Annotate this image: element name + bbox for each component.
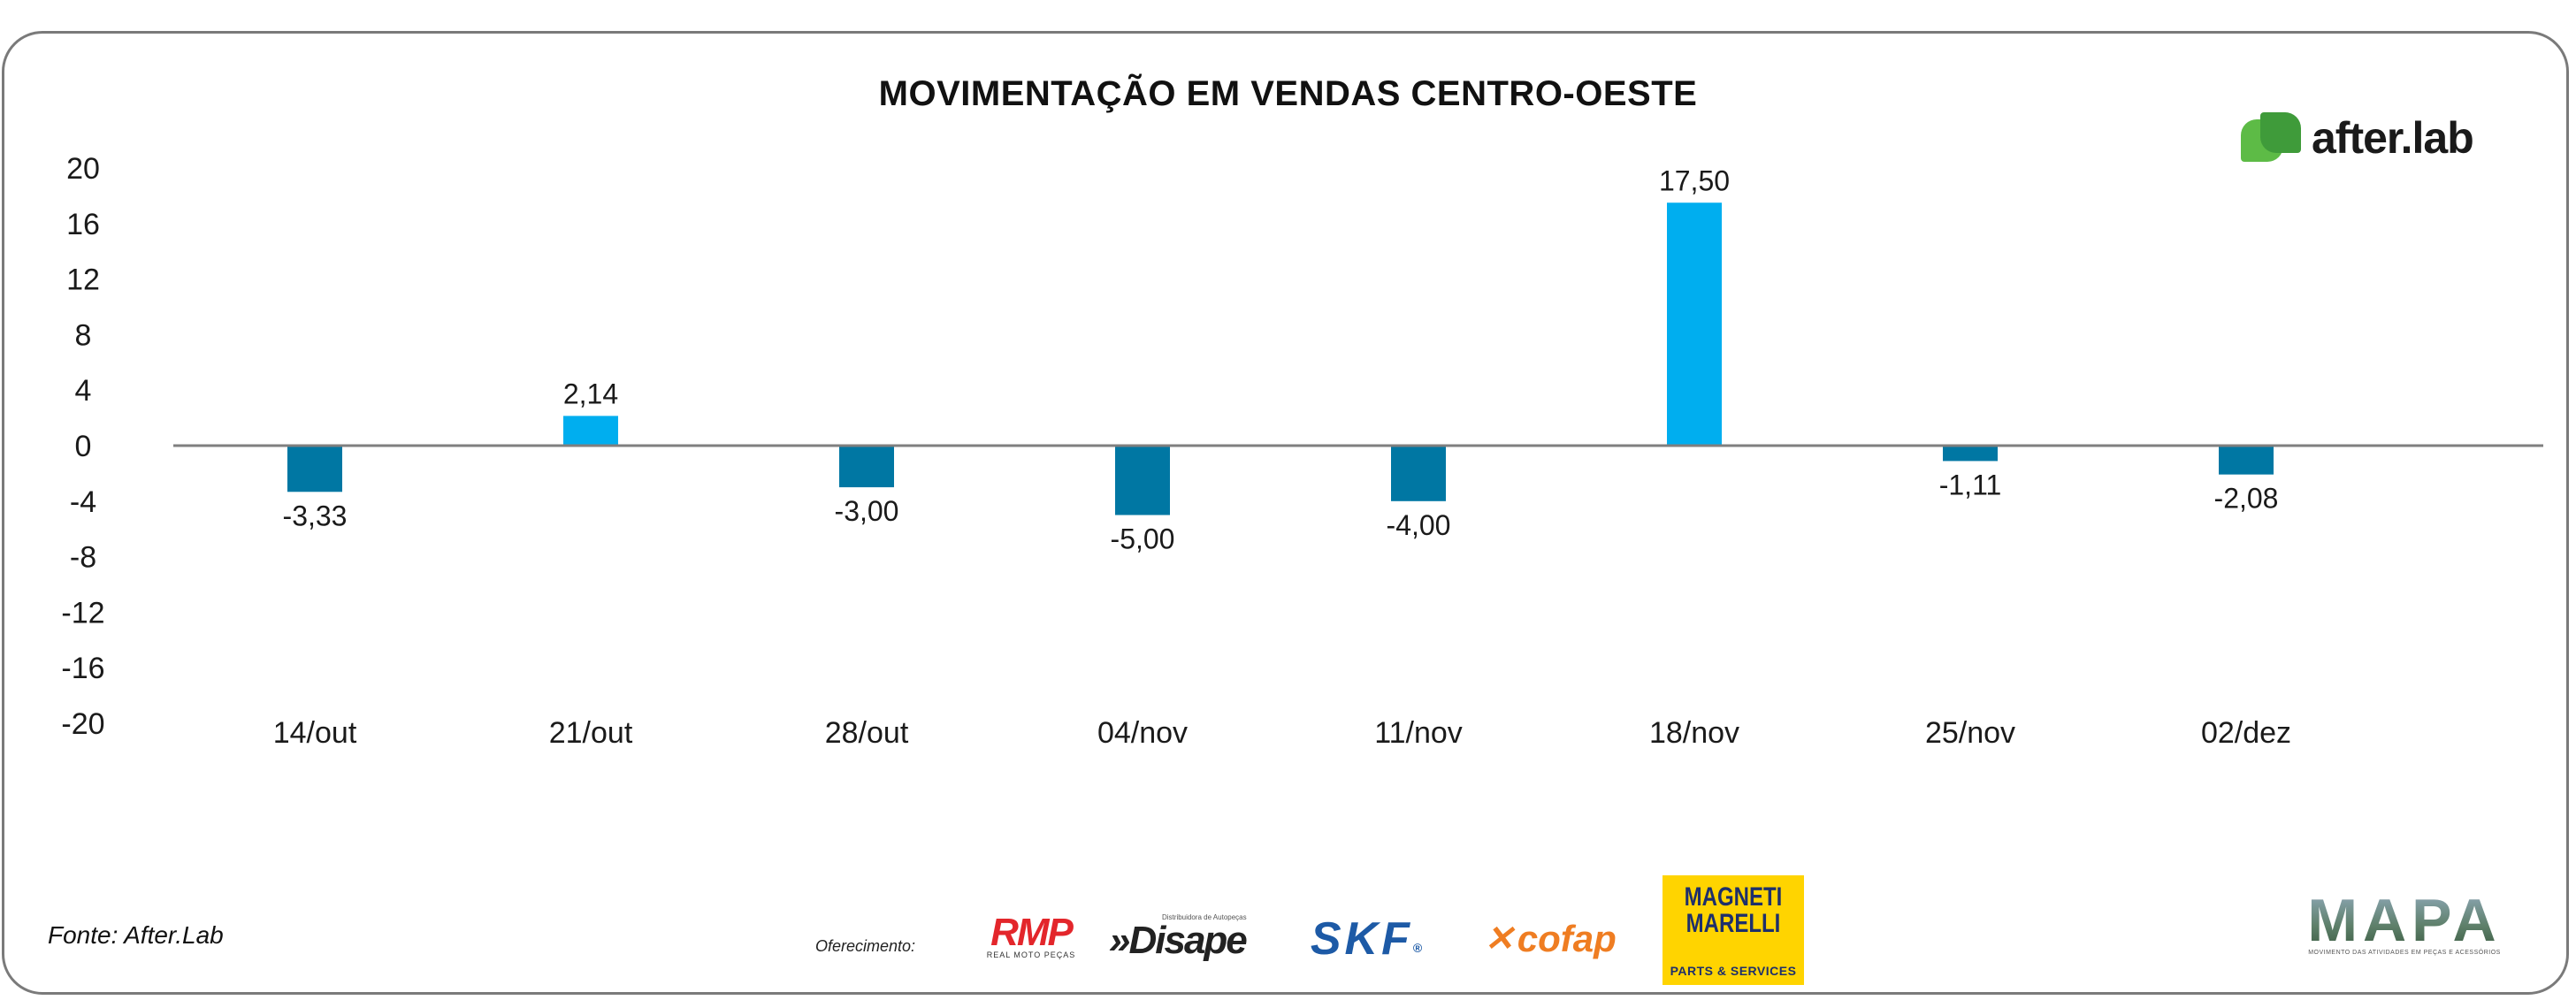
data-label: -4,00 — [1387, 509, 1451, 541]
y-tick-label: 20 — [66, 152, 100, 186]
y-tick-label: 0 — [75, 430, 92, 463]
x-tick-label: 14/out — [273, 716, 357, 750]
disape-logo: Distribuidora de Autopeças »Disape — [1109, 912, 1248, 962]
y-tick-label: -20 — [61, 707, 104, 741]
chart-title: MOVIMENTAÇÃO EM VENDAS CENTRO-OESTE — [878, 74, 1698, 113]
bar — [1667, 202, 1722, 446]
data-label: -1,11 — [1939, 469, 2002, 500]
cofap-logo: ✕ cofap — [1484, 918, 1617, 959]
y-tick-label: 8 — [75, 318, 92, 352]
afterlab-logo: after.lab — [2241, 110, 2474, 166]
x-tick-label: 25/nov — [1925, 716, 2015, 750]
bar — [563, 416, 618, 446]
data-label: 17,50 — [1659, 164, 1730, 196]
mapa-logo: MAPA MOVIMENTO DAS ATIVIDADES EM PEÇAS E… — [2307, 887, 2502, 956]
bar — [2219, 446, 2274, 475]
y-tick-label: -12 — [61, 596, 104, 630]
x-tick-label: 04/nov — [1097, 716, 1188, 750]
bar — [1391, 446, 1446, 501]
bar — [287, 446, 342, 492]
data-label: -2,08 — [2214, 483, 2279, 515]
y-tick-label: 4 — [75, 374, 92, 408]
rmp-logo: RMP REAL MOTO PEÇAS — [986, 911, 1076, 960]
y-tick-label: -16 — [61, 652, 104, 685]
x-tick-label: 21/out — [549, 716, 633, 750]
afterlab-logo-text: after.lab — [2312, 113, 2474, 163]
y-tick-label: -4 — [70, 485, 96, 519]
skf-logo: SKF ® — [1310, 913, 1423, 965]
x-tick-label: 11/nov — [1374, 716, 1463, 750]
data-label: 2,14 — [563, 378, 618, 409]
y-tick-label: -8 — [70, 541, 96, 575]
y-tick-label: 12 — [66, 263, 100, 297]
sponsor-label: Oferecimento: — [815, 937, 916, 955]
data-label: -3,00 — [835, 495, 899, 527]
afterlab-logo-mark — [2241, 112, 2303, 164]
x-tick-label: 28/out — [825, 716, 909, 750]
data-label: -3,33 — [283, 500, 348, 531]
bar — [1115, 446, 1170, 515]
bar — [1943, 446, 1998, 462]
chart-frame — [2, 31, 2569, 995]
bar — [839, 446, 894, 488]
x-tick-label: 18/nov — [1649, 716, 1739, 750]
data-label: -5,00 — [1111, 523, 1175, 555]
y-tick-label: 16 — [66, 208, 100, 241]
x-tick-label: 02/dez — [2201, 716, 2291, 750]
source-note: Fonte: After.Lab — [48, 921, 224, 949]
magneti-marelli-logo: MAGNETI MARELLI PARTS & SERVICES — [1663, 875, 1804, 985]
